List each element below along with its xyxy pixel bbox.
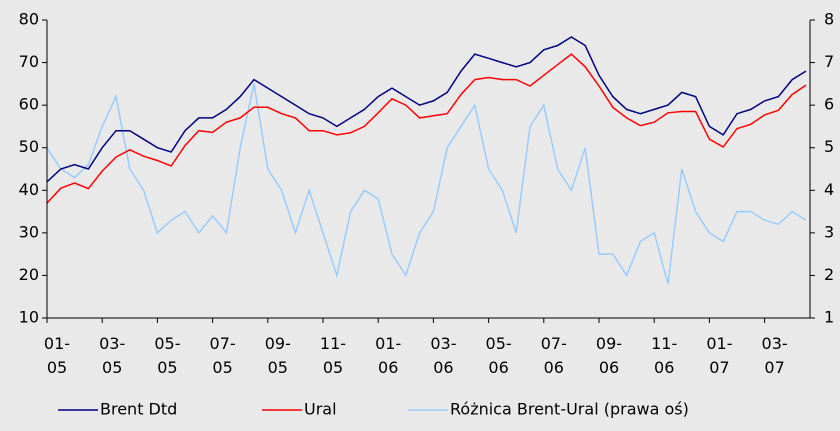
y2-tick-label: 5 — [824, 137, 834, 156]
line-series — [46, 36, 807, 183]
y2-tick-label: 3 — [824, 222, 834, 241]
x-tick-label: 03-05 — [99, 334, 125, 377]
legend-label: Różnica Brent-Ural (prawa oś) — [450, 400, 689, 419]
x-tick-label: 01-05 — [44, 334, 70, 377]
legend-label: Ural — [304, 400, 337, 419]
y2-tick-label: 4 — [824, 180, 834, 199]
x-tick-label: 03-07 — [762, 334, 788, 377]
y2-tick-label: 6 — [824, 95, 834, 114]
x-tick-label: 11-06 — [651, 334, 677, 377]
x-tick-label: 07-06 — [541, 334, 567, 377]
y2-tick-label: 7 — [824, 52, 834, 71]
x-tick-label: 07-05 — [210, 334, 236, 377]
x-tick-label: 11-05 — [320, 334, 346, 377]
y2-tick-label: 2 — [824, 265, 834, 284]
x-tick-label: 05-06 — [486, 334, 512, 377]
x-tick-label: 03-06 — [430, 334, 456, 377]
x-tick-label: 09-06 — [596, 334, 622, 377]
x-tick-label: 05-05 — [154, 334, 180, 377]
x-tick-label: 09-05 — [265, 334, 291, 377]
y-tick-label: 10 — [19, 308, 39, 327]
y-tick-label: 50 — [19, 137, 39, 156]
y2-tick-label: 1 — [824, 308, 834, 327]
y-tick-label: 40 — [19, 180, 39, 199]
x-tick-label: 01-07 — [706, 334, 732, 377]
legend-label: Brent Dtd — [100, 400, 177, 419]
y-tick-label: 30 — [19, 222, 39, 241]
line-series — [46, 83, 807, 285]
y-tick-label: 20 — [19, 265, 39, 284]
y-tick-label: 70 — [19, 52, 39, 71]
y-tick-label: 60 — [19, 95, 39, 114]
y2-tick-label: 8 — [824, 10, 834, 29]
y-tick-label: 80 — [19, 10, 39, 29]
x-tick-label: 01-06 — [375, 334, 401, 377]
line-series — [46, 53, 807, 204]
